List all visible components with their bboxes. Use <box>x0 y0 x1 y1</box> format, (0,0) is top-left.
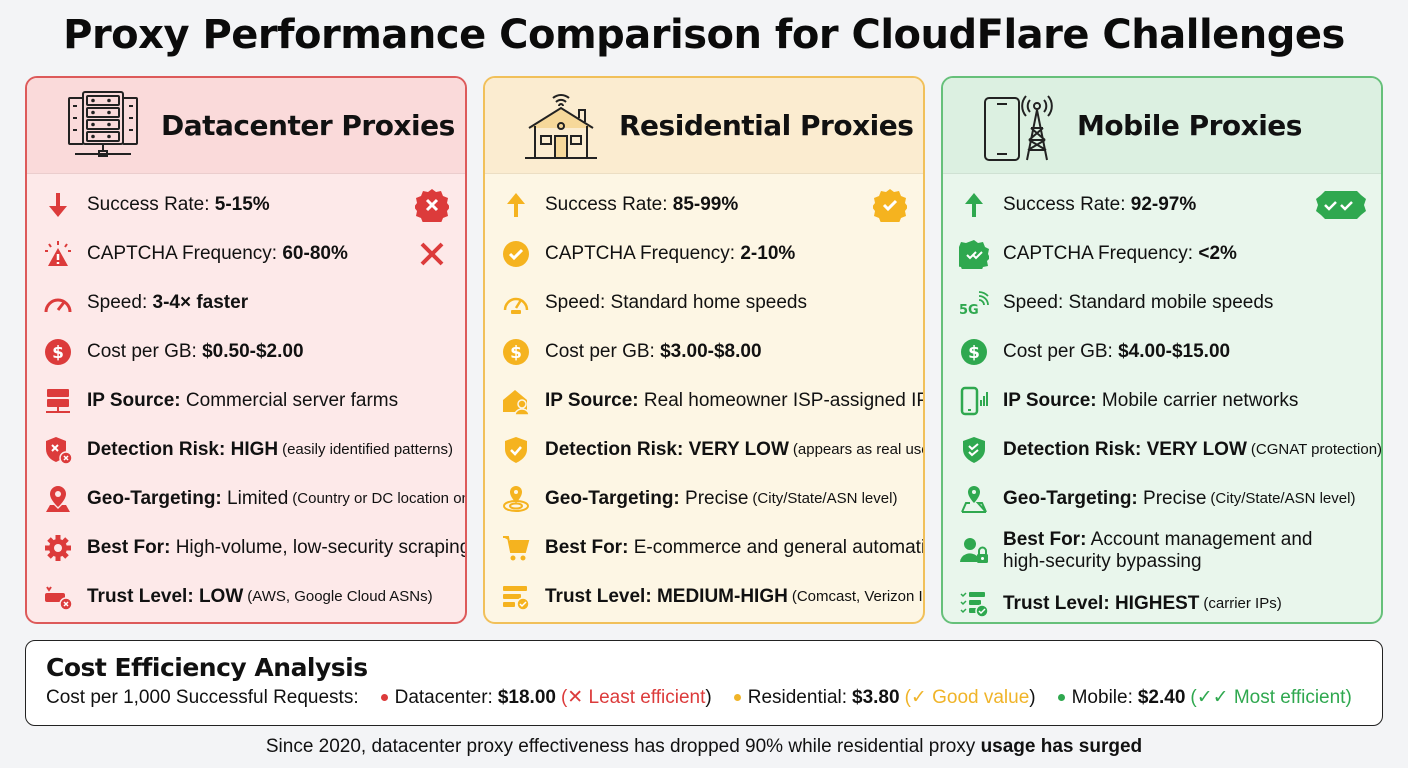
map-pin-icon <box>957 482 991 516</box>
row-cost-per-gb: $ Cost per GB: $4.00-$15.00 <box>957 327 1381 376</box>
shield-check-icon <box>499 433 533 467</box>
verdict-good-value: (✓ Good value) <box>904 687 1036 708</box>
row-captcha-frequency: CAPTCHA Frequency: 60-80% <box>41 229 465 278</box>
cost-efficiency-panel: Cost Efficiency Analysis Cost per 1,000 … <box>25 640 1383 726</box>
x-badge-icon <box>415 189 449 222</box>
bullet-icon <box>733 694 741 701</box>
phone-signal-icon <box>957 384 991 418</box>
cost-entry-datacenter: Datacenter: $18.00 (✕ Least efficient) <box>380 686 712 709</box>
row-ip-source: IP Source: Commercial server farms <box>41 376 465 425</box>
row-geo-targeting: Geo-Targeting: Limited (Country or DC loc… <box>41 474 465 523</box>
dollar-icon: $ <box>41 335 75 369</box>
footer-note: Since 2020, datacenter proxy effectivene… <box>265 736 1143 757</box>
cost-label: Cost per 1,000 Successful Requests: <box>46 686 359 708</box>
map-pin-icon <box>41 482 75 516</box>
row-detection-risk: Detection Risk: VERY LOW (CGNAT protectio… <box>957 425 1381 474</box>
shopping-cart-icon <box>499 531 533 565</box>
card-title: Datacenter Proxies <box>161 109 455 142</box>
row-best-for: Best For: High-volume, low-security scra… <box>41 523 465 572</box>
card-header: Datacenter Proxies <box>27 78 465 174</box>
row-success-rate: Success Rate: 5-15% <box>41 180 465 229</box>
mobile-card: Mobile Proxies Success Rate: 92-97% CAPT… <box>941 76 1383 624</box>
gear-icon <box>41 531 75 565</box>
row-cost-per-gb: $ Cost per GB: $3.00-$8.00 <box>499 327 923 376</box>
row-captcha-frequency: CAPTCHA Frequency: <2% <box>957 229 1381 278</box>
location-target-icon <box>499 482 533 516</box>
row-geo-targeting: Geo-Targeting: Precise (City/State/ASN le… <box>499 474 923 523</box>
card-header: Mobile Proxies <box>943 78 1381 174</box>
row-best-for: Best For: Account management and high-se… <box>957 523 1381 579</box>
cost-entry-mobile: Mobile: $2.40 (✓✓ Most efficient) <box>1057 686 1352 709</box>
server-network-icon <box>41 384 75 418</box>
trust-check-icon <box>499 580 533 614</box>
user-lock-icon <box>957 534 991 568</box>
row-captcha-frequency: CAPTCHA Frequency: 2-10% <box>499 229 923 278</box>
row-detection-risk: Detection Risk: VERY LOW (appears as real… <box>499 425 923 474</box>
row-success-rate: Success Rate: 92-97% <box>957 180 1381 229</box>
double-check-badge-icon <box>1316 191 1366 219</box>
residential-card: Residential Proxies Success Rate: 85-99%… <box>483 76 925 624</box>
verdict-least-efficient: (✕ Least efficient) <box>560 687 712 708</box>
row-cost-per-gb: $ Cost per GB: $0.50-$2.00 <box>41 327 465 376</box>
warning-alert-icon <box>41 237 75 271</box>
card-title: Residential Proxies <box>619 109 914 142</box>
row-ip-source: IP Source: Real homeowner ISP-assigned I… <box>499 376 923 425</box>
check-circle-icon <box>499 237 533 271</box>
x-mark-icon <box>420 242 444 266</box>
bullet-icon <box>380 694 388 701</box>
double-check-badge-icon <box>957 237 991 271</box>
page-title: Proxy Performance Comparison for CloudFl… <box>63 12 1345 58</box>
5g-signal-icon: 5G <box>957 286 991 320</box>
cost-efficiency-title: Cost Efficiency Analysis <box>46 653 368 682</box>
arrow-up-icon <box>499 188 533 222</box>
row-trust-level: Trust Level: LOW (AWS, Google Cloud ASNs) <box>41 572 465 621</box>
cost-entry-residential: Residential: $3.80 (✓ Good value) <box>733 686 1036 709</box>
server-rack-icon <box>68 90 138 157</box>
datacenter-card: Datacenter Proxies Success Rate: 5-15% C… <box>25 76 467 624</box>
dollar-icon: $ <box>499 335 533 369</box>
row-speed: Speed: 3-4× faster <box>41 278 465 327</box>
shield-x-icon <box>41 433 75 467</box>
speedometer-icon <box>499 286 533 320</box>
svg-text:$: $ <box>510 343 522 363</box>
phone-tower-icon <box>984 94 1053 161</box>
row-ip-source: IP Source: Mobile carrier networks <box>957 376 1381 425</box>
row-best-for: Best For: E-commerce and general automat… <box>499 523 923 572</box>
speedometer-icon <box>41 286 75 320</box>
dollar-icon: $ <box>957 335 991 369</box>
svg-text:$: $ <box>968 343 980 363</box>
card-header: Residential Proxies <box>485 78 923 174</box>
card-title: Mobile Proxies <box>1077 109 1302 142</box>
svg-text:5G: 5G <box>959 303 979 318</box>
row-geo-targeting: Geo-Targeting: Precise (City/State/ASN le… <box>957 474 1381 523</box>
checklist-icon <box>957 587 991 621</box>
house-wifi-icon <box>525 93 597 159</box>
arrow-up-icon <box>957 188 991 222</box>
bullet-icon <box>1057 694 1065 701</box>
svg-text:$: $ <box>52 343 64 363</box>
home-user-icon <box>499 384 533 418</box>
shield-double-check-icon <box>957 433 991 467</box>
row-success-rate: Success Rate: 85-99% <box>499 180 923 229</box>
row-trust-level: Trust Level: HIGHEST (carrier IPs) <box>957 579 1381 622</box>
row-trust-level: Trust Level: MEDIUM-HIGH (Comcast, Verizo… <box>499 572 923 621</box>
row-detection-risk: Detection Risk: HIGH (easily identified p… <box>41 425 465 474</box>
trust-low-icon <box>41 580 75 614</box>
verdict-most-efficient: (✓✓ Most efficient) <box>1190 687 1352 708</box>
check-badge-icon <box>873 189 907 222</box>
row-speed: Speed: Standard home speeds <box>499 278 923 327</box>
cost-efficiency-line: Cost per 1,000 Successful Requests: Data… <box>46 686 1382 709</box>
row-speed: 5G Speed: Standard mobile speeds <box>957 278 1381 327</box>
arrow-down-icon <box>41 188 75 222</box>
